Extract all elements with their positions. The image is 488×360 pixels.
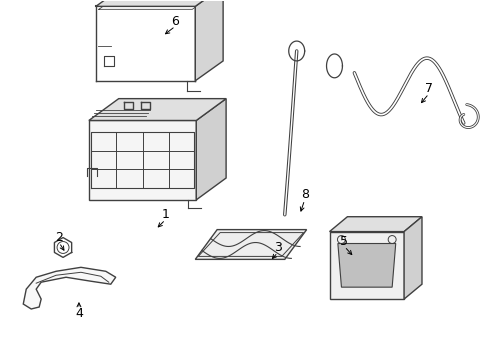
Polygon shape: [196, 99, 225, 200]
Polygon shape: [329, 231, 403, 299]
Text: 8: 8: [300, 188, 308, 201]
Polygon shape: [403, 217, 421, 299]
Text: 5: 5: [340, 235, 348, 248]
Text: 7: 7: [424, 82, 432, 95]
Polygon shape: [96, 0, 223, 6]
Text: 4: 4: [75, 307, 82, 320]
Polygon shape: [89, 121, 196, 200]
Text: 6: 6: [171, 15, 179, 28]
Text: 2: 2: [55, 231, 63, 244]
Polygon shape: [329, 217, 421, 231]
Text: 1: 1: [161, 208, 169, 221]
Polygon shape: [337, 243, 395, 287]
Polygon shape: [89, 99, 225, 121]
Polygon shape: [23, 267, 116, 309]
Text: 3: 3: [273, 241, 281, 254]
Polygon shape: [195, 230, 306, 260]
Polygon shape: [195, 0, 223, 81]
